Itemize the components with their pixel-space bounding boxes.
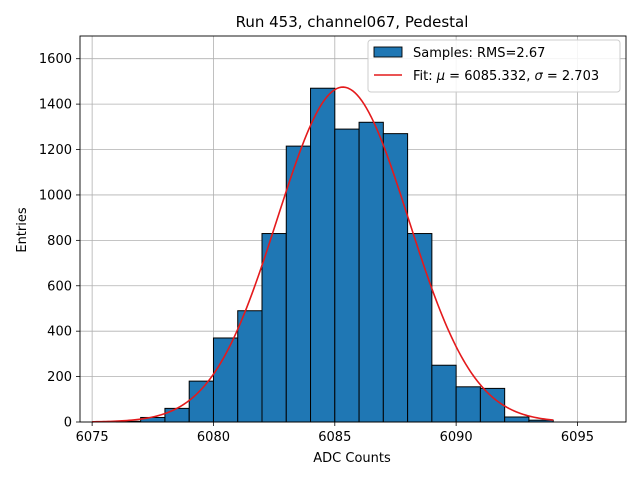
histogram-bar (237, 310, 263, 423)
chart-title: Run 453, channel067, Pedestal (236, 13, 469, 31)
histogram-bar (212, 337, 239, 423)
histogram-bars (115, 87, 554, 423)
histogram-bar (455, 386, 481, 423)
y-tick-label: 600 (47, 279, 72, 294)
legend: Samples: RMS=2.67 Fit: μ = 6085.332, σ =… (367, 39, 621, 93)
histogram-bar (334, 128, 360, 423)
histogram-bar (188, 380, 214, 423)
legend-histogram-label: Samples: RMS=2.67 (413, 46, 545, 61)
y-tick-label: 800 (47, 234, 72, 249)
plot-frame (79, 35, 627, 423)
legend-histogram-swatch (373, 46, 403, 58)
x-tick-label: 6075 (76, 430, 109, 445)
histogram-bar (407, 233, 433, 423)
x-tick-label: 6090 (440, 430, 473, 445)
histogram-bar (431, 364, 457, 423)
legend-fit-label: Fit: μ = 6085.332, σ = 2.703 (413, 69, 599, 84)
y-tick-label: 1600 (39, 52, 72, 67)
x-tick-label: 6080 (197, 430, 230, 445)
histogram-bar (358, 121, 384, 423)
y-tick-label: 1400 (39, 98, 72, 113)
fit-curve (92, 86, 554, 423)
histogram-bar (504, 416, 530, 423)
x-tick-label: 6095 (561, 430, 594, 445)
histogram-bar (164, 407, 190, 423)
y-tick-label: 1000 (39, 188, 72, 203)
y-axis-ticks: 0 200 400 600 800 1000 1200 1400 1600 (39, 52, 80, 431)
x-tick-label: 6085 (318, 430, 351, 445)
legend-box (367, 39, 621, 93)
plot-area (79, 35, 627, 423)
histogram-bar (382, 133, 409, 423)
x-axis-label: ADC Counts (313, 451, 391, 466)
histogram-bar (285, 145, 312, 423)
histogram-bar (310, 87, 336, 423)
x-axis-ticks: 6075 6080 6085 6090 6095 (76, 422, 594, 445)
y-tick-label: 0 (64, 416, 72, 431)
y-tick-label: 400 (47, 325, 72, 340)
y-tick-label: 1200 (39, 143, 72, 158)
y-tick-label: 200 (47, 370, 72, 385)
histogram-bar (479, 387, 506, 423)
histogram-bar (261, 233, 287, 423)
y-axis-label: Entries (15, 207, 30, 253)
